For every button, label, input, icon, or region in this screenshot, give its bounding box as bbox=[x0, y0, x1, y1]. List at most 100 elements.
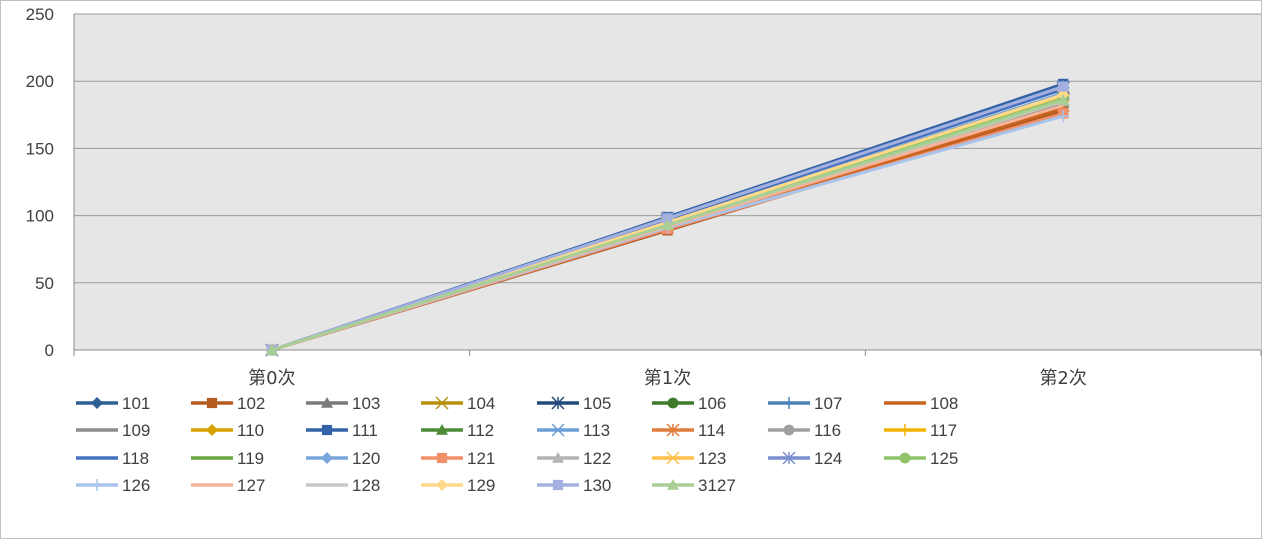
legend-item-105: 105 bbox=[537, 394, 611, 413]
series-marker bbox=[436, 479, 448, 491]
series-marker bbox=[899, 424, 911, 436]
legend-label: 113 bbox=[583, 421, 610, 440]
legend-item-111: 111 bbox=[306, 421, 378, 440]
legend-item-130: 130 bbox=[537, 476, 611, 495]
series-marker bbox=[91, 479, 103, 491]
legend-item-110: 110 bbox=[191, 421, 264, 440]
legend-label: 118 bbox=[122, 449, 149, 468]
series-marker bbox=[783, 424, 795, 436]
series-marker bbox=[667, 397, 679, 409]
x-category-label: 第1次 bbox=[644, 368, 691, 389]
series-marker bbox=[667, 479, 679, 490]
series-3127 bbox=[265, 94, 1070, 355]
y-tick-label: 100 bbox=[26, 207, 54, 226]
legend-item-107: 107 bbox=[768, 394, 842, 413]
series-marker bbox=[436, 424, 448, 435]
legend-label: 117 bbox=[930, 421, 957, 440]
legend-label: 129 bbox=[467, 476, 495, 495]
series-marker bbox=[321, 397, 333, 408]
legend-label: 128 bbox=[352, 476, 380, 495]
series-marker bbox=[899, 452, 911, 464]
legend-item-125: 125 bbox=[884, 449, 958, 468]
y-tick-label: 50 bbox=[35, 274, 54, 293]
legend-item-126: 126 bbox=[76, 476, 150, 495]
legend-item-129: 129 bbox=[421, 476, 495, 495]
legend-item-3127: 3127 bbox=[652, 476, 736, 495]
series-marker bbox=[666, 451, 680, 465]
legend-label: 104 bbox=[467, 394, 495, 413]
legend-label: 109 bbox=[122, 421, 150, 440]
legend-item-120: 120 bbox=[306, 449, 380, 468]
legend-item-124: 124 bbox=[768, 449, 842, 468]
legend-label: 116 bbox=[814, 421, 841, 440]
series-marker bbox=[91, 397, 103, 409]
series-marker bbox=[552, 452, 564, 463]
series-marker bbox=[1057, 94, 1070, 105]
legend-label: 107 bbox=[814, 394, 842, 413]
legend-label: 122 bbox=[583, 449, 611, 468]
legend-item-127: 127 bbox=[191, 476, 265, 495]
series-marker bbox=[435, 396, 449, 410]
legend-item-109: 109 bbox=[76, 421, 150, 440]
legend-label: 124 bbox=[814, 449, 842, 468]
legend-item-106: 106 bbox=[652, 394, 726, 413]
series-marker bbox=[265, 344, 278, 355]
plot-area bbox=[74, 14, 1261, 350]
y-tick-label: 200 bbox=[26, 72, 54, 91]
legend-item-114: 114 bbox=[652, 421, 725, 440]
legend-label: 126 bbox=[122, 476, 150, 495]
y-tick-label: 150 bbox=[26, 139, 54, 158]
legend-item-113: 113 bbox=[537, 421, 610, 440]
legend-label: 125 bbox=[930, 449, 958, 468]
legend-label: 112 bbox=[467, 421, 494, 440]
legend-item-123: 123 bbox=[652, 449, 726, 468]
x-category-label: 第2次 bbox=[1039, 368, 1086, 389]
series-marker bbox=[551, 396, 565, 410]
legend-label: 120 bbox=[352, 449, 380, 468]
series-marker bbox=[321, 452, 333, 464]
x-category-label: 第0次 bbox=[248, 368, 295, 389]
legend-item-102: 102 bbox=[191, 394, 265, 413]
legend-label: 119 bbox=[237, 449, 264, 468]
series-marker bbox=[666, 423, 680, 437]
legend-label: 130 bbox=[583, 476, 611, 495]
legend-label: 101 bbox=[122, 394, 150, 413]
legend-item-104: 104 bbox=[421, 394, 495, 413]
legend-label: 102 bbox=[237, 394, 265, 413]
series-marker bbox=[551, 423, 565, 437]
legend-label: 103 bbox=[352, 394, 380, 413]
series-marker bbox=[1058, 81, 1069, 92]
series-marker bbox=[206, 397, 218, 409]
series-marker bbox=[662, 213, 673, 224]
legend-item-112: 112 bbox=[421, 421, 494, 440]
series-marker bbox=[782, 451, 796, 465]
legend-item-128: 128 bbox=[306, 476, 380, 495]
y-tick-label: 0 bbox=[45, 341, 54, 360]
legend-item-122: 122 bbox=[537, 449, 611, 468]
legend-label: 127 bbox=[237, 476, 265, 495]
legend-label: 114 bbox=[698, 421, 725, 440]
series-marker bbox=[436, 452, 448, 464]
legend-item-108: 108 bbox=[884, 394, 958, 413]
legend-label: 111 bbox=[352, 421, 378, 440]
legend-label: 3127 bbox=[698, 476, 736, 495]
legend-label: 105 bbox=[583, 394, 611, 413]
legend-item-118: 118 bbox=[76, 449, 149, 468]
series-marker bbox=[1057, 110, 1070, 123]
legend-label: 108 bbox=[930, 394, 958, 413]
series-marker bbox=[321, 424, 333, 436]
legend-label: 121 bbox=[467, 449, 495, 468]
series-marker bbox=[552, 479, 564, 491]
legend-label: 110 bbox=[237, 421, 264, 440]
legend-item-101: 101 bbox=[76, 394, 150, 413]
legend-label: 123 bbox=[698, 449, 726, 468]
legend-label: 106 bbox=[698, 394, 726, 413]
y-tick-label: 250 bbox=[26, 5, 54, 24]
series-lines bbox=[265, 78, 1070, 357]
series-marker bbox=[661, 219, 674, 230]
legend-item-117: 117 bbox=[884, 421, 957, 440]
series-marker bbox=[206, 424, 218, 436]
legend-item-119: 119 bbox=[191, 449, 264, 468]
